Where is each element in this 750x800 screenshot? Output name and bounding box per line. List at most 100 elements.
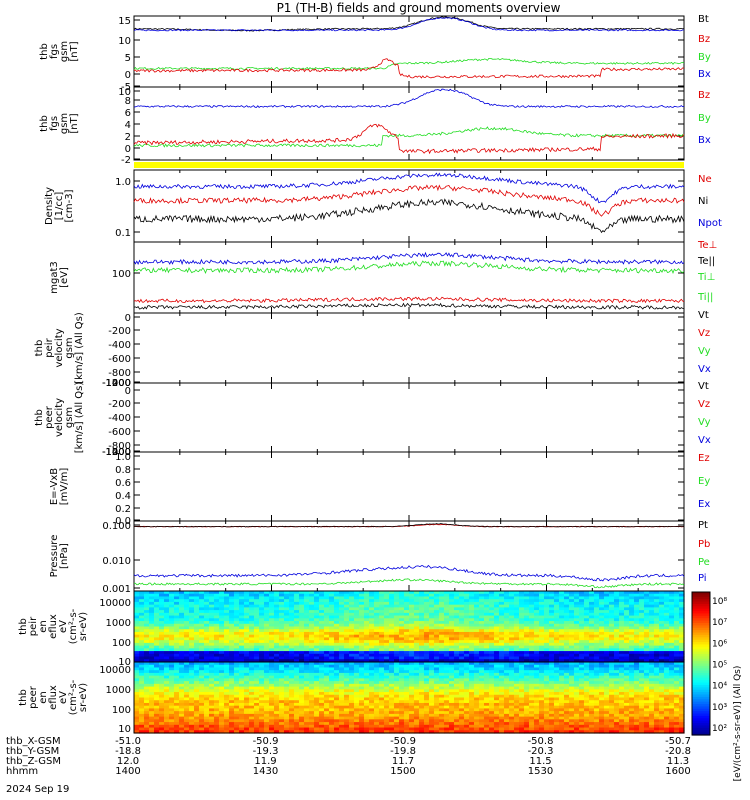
ephemeris-value: 1430 [253, 766, 278, 777]
ephemeris-label: thb_X-GSM [6, 736, 61, 747]
trace-by [133, 57, 685, 71]
colorbar-cell [692, 599, 710, 603]
legend-peir-velocity-0: Vt [698, 310, 709, 321]
ylabel-line: en [38, 691, 49, 704]
ytick-label: -600 [108, 354, 131, 365]
ylabel-line: gsm [64, 407, 75, 428]
ytick-label: 0.010 [102, 556, 131, 567]
ytick-label: -1200 [102, 447, 131, 458]
ytick-label: 4 [125, 120, 131, 131]
legend-fgs-gsm-3: Bx [698, 69, 711, 80]
colorbar-cell [692, 642, 710, 646]
colorbar-tick: 10⁵ [712, 661, 727, 671]
ylabel-line: [nPa] [59, 543, 70, 569]
ytick-label: -400 [108, 340, 131, 351]
ylabel-line: sr-eV) [78, 683, 89, 712]
colorbar-cell [692, 680, 710, 684]
colorbar-tick: 10⁴ [712, 682, 727, 692]
legend-temperature-3: Ti|| [697, 292, 713, 303]
ytick-label: 0.001 [102, 584, 131, 595]
ephemeris-value: 1600 [665, 766, 690, 777]
panel-efield-frame [133, 451, 685, 522]
colorbar-cell [692, 699, 710, 703]
ylabel-line: eV [58, 620, 69, 633]
colorbar-cell [692, 665, 710, 669]
colorbar-cell [692, 603, 710, 607]
ylabel-line: [cm-3] [64, 189, 75, 222]
ytick-label: 0.1 [115, 228, 131, 239]
ephemeris-label: hhmm [6, 766, 38, 777]
colorbar-cell [692, 608, 710, 612]
ytick-label: 1.0 [115, 177, 131, 188]
colorbar-cell [692, 601, 710, 605]
colorbar-cell [692, 594, 710, 598]
trace-bx [133, 17, 684, 32]
colorbar-tick: 10⁸ [712, 597, 727, 607]
trace-pi [133, 564, 685, 582]
legend-temperature-0: Te⊥ [697, 240, 717, 251]
ytick-label: -1000 [102, 447, 131, 458]
trace-te-perp [133, 296, 685, 304]
panel-pressure-frame [133, 520, 685, 592]
ytick-label: 2 [125, 132, 131, 143]
ylabel-line: thb [39, 115, 50, 132]
ytick-label: -600 [108, 427, 131, 438]
ytick-label: 6 [125, 108, 131, 119]
colorbar-cell [692, 651, 710, 655]
ephemeris-value: 1530 [528, 766, 553, 777]
colorbar-label: [eV/(cm²-s-sr-eV)] (All Qs) [733, 666, 743, 782]
ylabel-line: [eV] [59, 267, 70, 288]
colorbar-cell [692, 639, 710, 643]
legend-pressure-3: Pi [698, 573, 707, 584]
ytick-label: 100 [112, 705, 131, 716]
ephemeris-value: -19.3 [253, 746, 279, 757]
ytick-label: -1400 [102, 447, 131, 458]
colorbar-cell [692, 606, 710, 610]
colorbar-cell [692, 673, 710, 677]
ytick-label: 10 [118, 36, 131, 47]
colorbar-cell [692, 732, 710, 736]
ylabel-line: gsm [59, 41, 70, 62]
ylabel-line: [nT] [69, 113, 80, 133]
ylabel-line: peer [44, 405, 55, 429]
trace-npot [133, 172, 685, 204]
legend-peer-velocity-2: Vy [698, 417, 711, 428]
ephemeris-value: -50.9 [253, 736, 279, 747]
trace-ti [133, 260, 685, 274]
ytick-label: -1200 [102, 378, 131, 389]
ylabel-line: thb [39, 43, 50, 60]
colorbar-cell [692, 696, 710, 700]
ytick-label: -800 [108, 368, 131, 379]
ytick-label: -1000 [102, 378, 131, 389]
colorbar-cell [692, 620, 710, 624]
ytick-label: 0 [125, 144, 131, 155]
colorbar-cell [692, 668, 710, 672]
ytick-label: 1.0 [115, 452, 131, 463]
ytick-label: 0 [125, 386, 131, 397]
colorbar-frame [691, 591, 711, 736]
ytick-label: -2 [121, 155, 131, 166]
ylabel-line: thb [34, 340, 45, 357]
ephemeris-value: -20.8 [665, 746, 691, 757]
ylabel-line: eflux [48, 614, 59, 639]
colorbar-cell [692, 627, 710, 631]
ytick-label: 10000 [99, 598, 131, 609]
colorbar-cell [692, 625, 710, 629]
ylabel-line: sr-eV) [78, 612, 89, 641]
colorbar-cell [692, 663, 710, 667]
ytick-label: 10000 [99, 665, 131, 676]
legend-peer-velocity-0: Vt [698, 381, 709, 392]
ytick-label: 0.4 [115, 491, 131, 502]
colorbar-cell [692, 677, 710, 681]
legend-density-1: Ni [698, 196, 708, 207]
trace-ne [133, 184, 685, 217]
legend-fgs-gsm2-0: Bz [698, 90, 710, 101]
legend-peir-velocity-2: Vy [698, 346, 711, 357]
ytick-label: 10 [118, 87, 131, 98]
colorbar-cell [692, 653, 710, 657]
colorbar-cell [692, 689, 710, 693]
ylabel-line: peir [44, 337, 55, 357]
legend-fgs-gsm-2: By [698, 52, 711, 63]
colorbar-cell [692, 692, 710, 696]
ylabel-line: [km/s] (All Qs) [74, 382, 85, 454]
